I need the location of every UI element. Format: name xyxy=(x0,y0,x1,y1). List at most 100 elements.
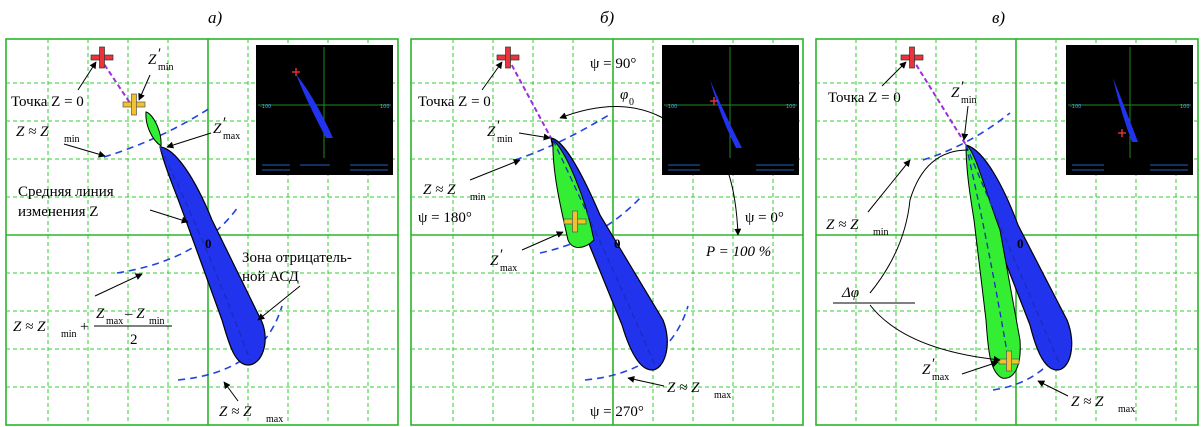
panel-b-frame xyxy=(410,38,804,426)
svg-text:-100: -100 xyxy=(260,104,271,110)
panel-a-red-cross xyxy=(90,46,114,69)
panel-a-zmin-prime: Z ′ min xyxy=(148,46,174,73)
svg-text:max: max xyxy=(932,372,949,383)
svg-text:max: max xyxy=(223,131,240,142)
panel-c-point-z0: Точка Z = 0 xyxy=(828,90,901,106)
svg-text:max: max xyxy=(266,414,283,425)
panel-c-violet-line xyxy=(911,57,967,146)
svg-text:100: 100 xyxy=(380,104,390,110)
svg-text:Z: Z xyxy=(96,306,105,322)
svg-text:′: ′ xyxy=(158,46,161,62)
svg-text:Z: Z xyxy=(922,362,931,378)
svg-text:Z: Z xyxy=(213,121,222,137)
panel-c-origin: 0 xyxy=(1017,236,1024,251)
panel-a-z-approx-zmax: Z ≈ Z max xyxy=(219,404,283,425)
panel-c-frame xyxy=(815,38,1199,426)
panel-a-zmax-prime: Z ′ max xyxy=(213,115,240,142)
panel-c-z-approx-zmin: Z ≈ Z min xyxy=(826,217,889,238)
svg-text:min: min xyxy=(149,316,165,327)
panel-b-origin: 0 xyxy=(614,236,621,251)
svg-text:φ: φ xyxy=(620,87,628,103)
panel-b-p100: P = 100 % xyxy=(705,244,771,260)
svg-text:min: min xyxy=(158,62,174,73)
svg-text:′: ′ xyxy=(961,79,964,95)
panel-a-mean-line-label-1: Средняя линия xyxy=(18,184,114,200)
svg-text:Z ≈ Z: Z ≈ Z xyxy=(423,182,456,198)
svg-text:0: 0 xyxy=(629,97,634,108)
panel-c-z-approx-zmax: Z ≈ Z max xyxy=(1071,394,1135,415)
panel-a-scope: -100 100 xyxy=(256,45,393,175)
panel-a-mean-line-label-2: изменения Z xyxy=(18,204,98,220)
svg-text:-100: -100 xyxy=(1070,104,1081,110)
svg-text:100: 100 xyxy=(1180,104,1190,110)
panel-a-title: а) xyxy=(208,8,223,27)
panel-a-z-approx-zmin: Z ≈ Z min xyxy=(16,124,80,145)
panel-a-neg-zone-2: ной АСД xyxy=(242,269,299,285)
svg-text:-100: -100 xyxy=(666,104,677,110)
svg-text:′: ′ xyxy=(497,118,500,134)
svg-text:Z ≈ Z: Z ≈ Z xyxy=(16,124,49,140)
svg-text:′: ′ xyxy=(932,356,935,372)
panel-b-psi90: ψ = 90° xyxy=(590,56,636,72)
panel-b-psi180: ψ = 180° xyxy=(418,210,472,226)
svg-text:min: min xyxy=(873,227,889,238)
panel-b-arcs xyxy=(514,112,689,381)
panel-b-mean-line xyxy=(552,139,656,366)
svg-text:Z ≈ Z: Z ≈ Z xyxy=(826,217,859,233)
panel-c-dphi: Δφ xyxy=(841,285,859,301)
panel-c-arcs xyxy=(922,112,1066,391)
svg-text:max: max xyxy=(500,263,517,274)
svg-text:max: max xyxy=(106,316,123,327)
svg-text:min: min xyxy=(470,192,486,203)
panel-c: в) -100 100 xyxy=(815,8,1199,426)
svg-text:max: max xyxy=(1118,404,1135,415)
panel-a-formula: Z ≈ Z min + Z max – Z min 2 xyxy=(13,306,172,348)
svg-text:Z ≈ Z: Z ≈ Z xyxy=(667,380,700,396)
panel-b-scope: -100 100 xyxy=(662,45,799,175)
svg-text:+: + xyxy=(80,319,88,335)
panel-c-zone-green xyxy=(965,144,1021,379)
panel-b-title: б) xyxy=(600,8,615,27)
svg-text:– Z: – Z xyxy=(124,306,145,322)
svg-text:2: 2 xyxy=(130,332,138,348)
panel-c-mean-line-2 xyxy=(965,144,1011,371)
panel-c-scope: -100 100 xyxy=(1066,45,1193,175)
svg-text:Z ≈ Z: Z ≈ Z xyxy=(13,319,46,335)
panel-c-title: в) xyxy=(992,8,1005,27)
svg-text:min: min xyxy=(497,134,513,145)
svg-text:Z: Z xyxy=(487,124,496,140)
panel-a-origin: 0 xyxy=(205,236,212,251)
panel-b-zmin-prime: Z ′ min xyxy=(487,118,513,145)
svg-text:Z ≈ Z: Z ≈ Z xyxy=(1071,394,1104,410)
panel-a-zone-blue xyxy=(159,146,266,366)
svg-text:ψ = 0°: ψ = 0° xyxy=(745,210,784,226)
panel-a-point-z0: Точка Z = 0 xyxy=(11,94,84,110)
svg-text:max: max xyxy=(714,390,731,401)
panel-b-z-approx-zmin: Z ≈ Z min xyxy=(423,182,486,203)
panel-b-phi0: φ 0 xyxy=(620,87,634,108)
panel-b-zmax-prime: Z ′ max xyxy=(490,247,517,274)
panel-b-psi270: ψ = 270° xyxy=(590,404,644,420)
panel-b-psi0: ψ = 0° xyxy=(704,134,784,236)
panel-a: а) -100 100 xyxy=(5,8,399,426)
panel-a-zone-green xyxy=(145,111,162,147)
svg-text:′: ′ xyxy=(223,115,226,131)
panel-c-zmax-prime: Z ′ max xyxy=(922,356,949,383)
panel-c-zmin-prime: Z ′ min xyxy=(951,79,977,106)
svg-text:Z: Z xyxy=(148,52,157,68)
panel-a-violet-line xyxy=(99,57,131,104)
svg-text:Z: Z xyxy=(490,253,499,269)
panel-c-red-cross xyxy=(900,46,924,69)
svg-text:min: min xyxy=(61,329,77,340)
panel-b: б) -100 100 xyxy=(410,8,804,426)
panel-b-point-z0: Точка Z = 0 xyxy=(418,94,491,110)
panel-b-red-cross xyxy=(496,46,520,69)
svg-text:′: ′ xyxy=(500,247,503,263)
panel-a-yellow-cross xyxy=(122,93,146,116)
svg-text:Z ≈ Z: Z ≈ Z xyxy=(219,404,252,420)
panel-a-frame xyxy=(5,38,399,426)
svg-text:100: 100 xyxy=(786,104,796,110)
panel-b-violet-line xyxy=(507,57,552,139)
panel-b-yellow-cross xyxy=(563,210,587,233)
panel-b-z-approx-zmax: Z ≈ Z max xyxy=(667,380,731,401)
